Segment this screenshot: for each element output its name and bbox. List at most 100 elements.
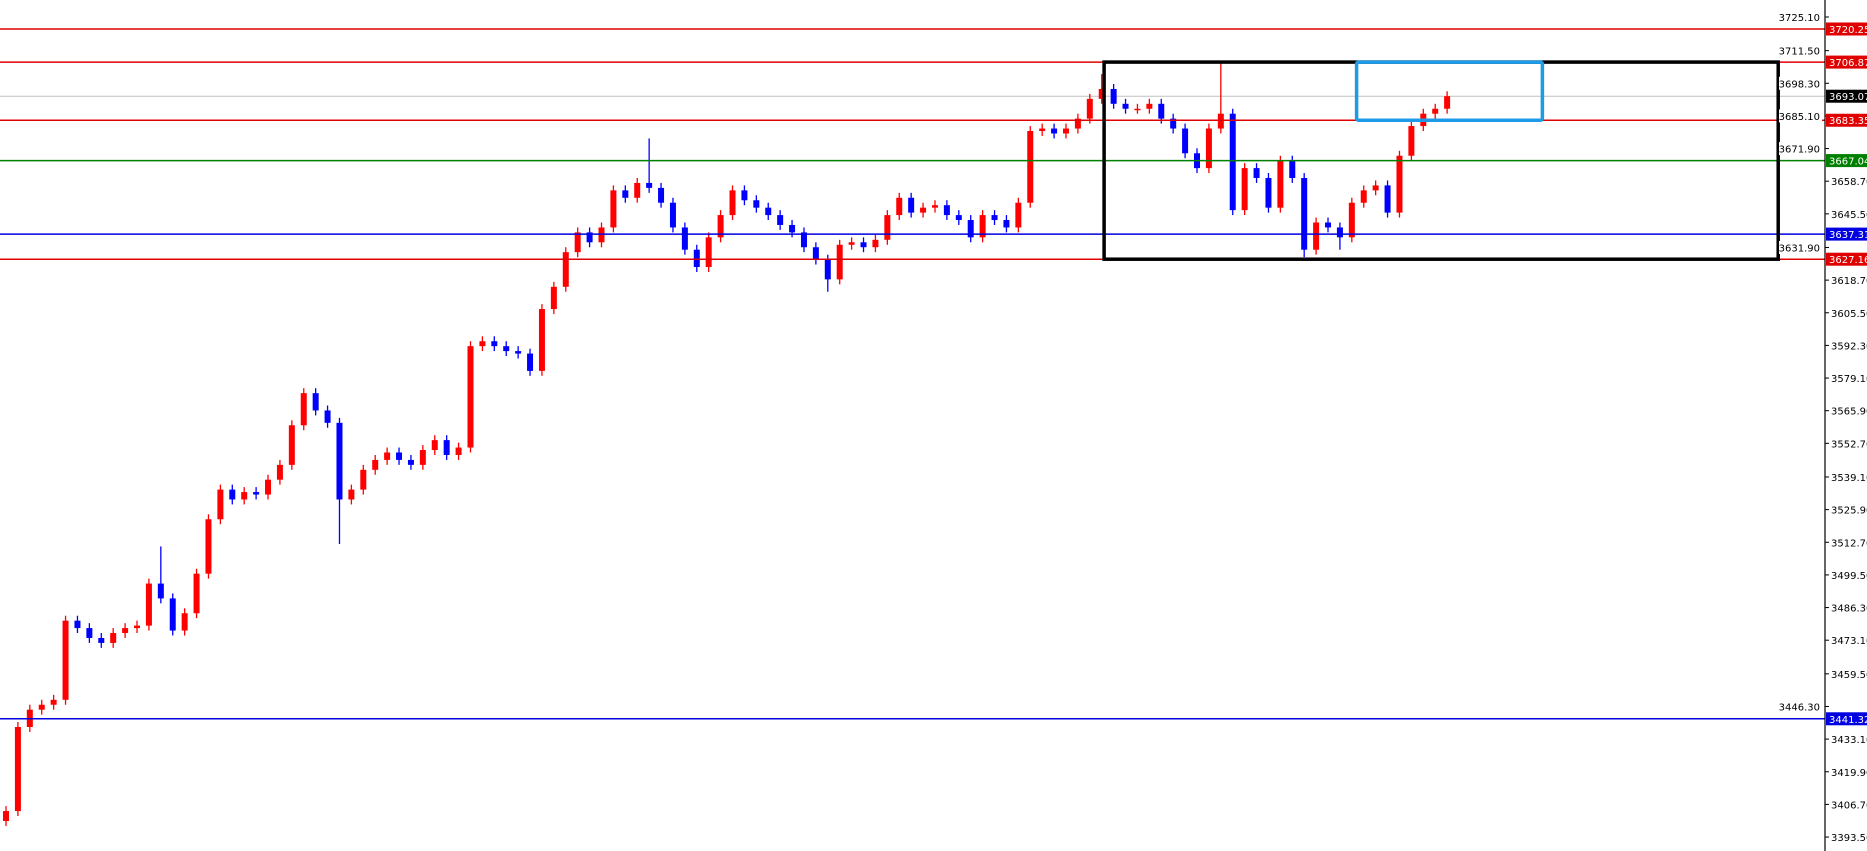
candle-body bbox=[658, 187, 665, 203]
candle bbox=[1265, 173, 1272, 213]
candle-body bbox=[753, 200, 760, 208]
candle bbox=[610, 185, 617, 233]
candle bbox=[1110, 84, 1117, 109]
y-tick-label: 3406.70 bbox=[1831, 800, 1867, 811]
candle-body bbox=[860, 242, 867, 248]
candle bbox=[753, 195, 760, 213]
candle bbox=[717, 210, 724, 243]
candle-body bbox=[336, 422, 343, 500]
candle bbox=[1039, 123, 1046, 136]
candle bbox=[538, 304, 545, 376]
candle-body bbox=[1158, 103, 1165, 119]
candle bbox=[372, 454, 379, 475]
candle-body bbox=[967, 220, 974, 238]
candle bbox=[62, 615, 69, 705]
y-tick-label-backing bbox=[1779, 44, 1822, 58]
candle-body bbox=[800, 232, 807, 248]
candle-body bbox=[681, 227, 688, 250]
candle-body bbox=[622, 190, 629, 198]
candle-body bbox=[1205, 128, 1212, 169]
y-tick-label: 3419.90 bbox=[1831, 768, 1867, 779]
candle bbox=[920, 202, 927, 218]
candle-body bbox=[1384, 185, 1391, 213]
y-tick-label-backing bbox=[1779, 240, 1822, 254]
candle-body bbox=[384, 452, 391, 460]
candle-body bbox=[1313, 222, 1320, 250]
candle-body bbox=[1051, 128, 1058, 134]
y-tick-label: 3618.70 bbox=[1831, 276, 1867, 287]
y-tick-label: 3645.50 bbox=[1831, 210, 1867, 221]
y-tick-label: 3473.10 bbox=[1831, 636, 1867, 647]
y-tick-label: 3459.50 bbox=[1831, 670, 1867, 681]
candle-body bbox=[503, 346, 510, 352]
candle-body bbox=[38, 704, 45, 710]
candle-body bbox=[646, 182, 653, 188]
y-tick-label: 3552.70 bbox=[1831, 439, 1867, 450]
candle bbox=[812, 242, 819, 265]
candle bbox=[991, 210, 998, 225]
candle-body bbox=[1396, 155, 1403, 213]
candle-body bbox=[288, 425, 295, 465]
candle bbox=[1170, 113, 1177, 134]
candle bbox=[1098, 74, 1105, 104]
candle bbox=[836, 239, 843, 285]
candle bbox=[979, 210, 986, 243]
candle-body bbox=[1372, 185, 1379, 191]
candle-body bbox=[181, 613, 188, 631]
y-tick-label: 3486.30 bbox=[1831, 604, 1867, 615]
candle-body bbox=[777, 215, 784, 225]
candle-body bbox=[1122, 103, 1129, 109]
candle bbox=[1134, 103, 1141, 114]
candle-body bbox=[110, 633, 117, 643]
candle-body bbox=[1289, 160, 1296, 178]
candle bbox=[360, 464, 367, 495]
candle-body bbox=[1432, 108, 1439, 114]
candle-body bbox=[372, 459, 379, 470]
y-tick-label: 3711.50 bbox=[1779, 47, 1820, 58]
candle-body bbox=[634, 182, 641, 198]
candle bbox=[955, 210, 962, 225]
y-tick-label: 3725.10 bbox=[1779, 13, 1820, 24]
candle-body bbox=[241, 492, 248, 500]
candle bbox=[598, 222, 605, 248]
candle-body bbox=[848, 242, 855, 245]
candle bbox=[669, 197, 676, 233]
candle-body bbox=[1003, 220, 1010, 228]
candle bbox=[265, 474, 272, 500]
candle bbox=[419, 445, 426, 470]
candle bbox=[1158, 98, 1165, 124]
candle bbox=[1074, 113, 1081, 134]
candle-body bbox=[276, 464, 283, 480]
candle-body bbox=[669, 202, 676, 228]
candle-body bbox=[455, 447, 462, 455]
candle-body bbox=[741, 190, 748, 201]
candle bbox=[622, 185, 629, 203]
candle-body bbox=[145, 583, 152, 626]
y-tick-label-backing bbox=[1779, 76, 1822, 90]
candle bbox=[169, 593, 176, 636]
candle-body bbox=[300, 393, 307, 426]
y-tick-label: 3579.10 bbox=[1831, 374, 1867, 385]
candle bbox=[515, 346, 522, 359]
candle-body bbox=[1277, 160, 1284, 208]
y-tick-label-backing bbox=[1779, 699, 1822, 713]
candle-body bbox=[920, 207, 927, 213]
candle bbox=[527, 348, 534, 376]
candle bbox=[1289, 155, 1296, 183]
candle-body bbox=[812, 247, 819, 260]
candle bbox=[658, 182, 665, 208]
y-tick-label: 3393.50 bbox=[1831, 833, 1867, 844]
candle bbox=[134, 620, 141, 634]
candle-body bbox=[419, 450, 426, 465]
candle bbox=[574, 227, 581, 258]
candle-body bbox=[360, 469, 367, 490]
candle-body bbox=[931, 205, 938, 208]
candle bbox=[1217, 61, 1224, 134]
candle-body bbox=[729, 190, 736, 216]
candle bbox=[1182, 123, 1189, 159]
y-tick-label: 3525.90 bbox=[1831, 506, 1867, 517]
y-tick-label: 3631.90 bbox=[1779, 243, 1820, 254]
candle bbox=[1205, 123, 1212, 174]
